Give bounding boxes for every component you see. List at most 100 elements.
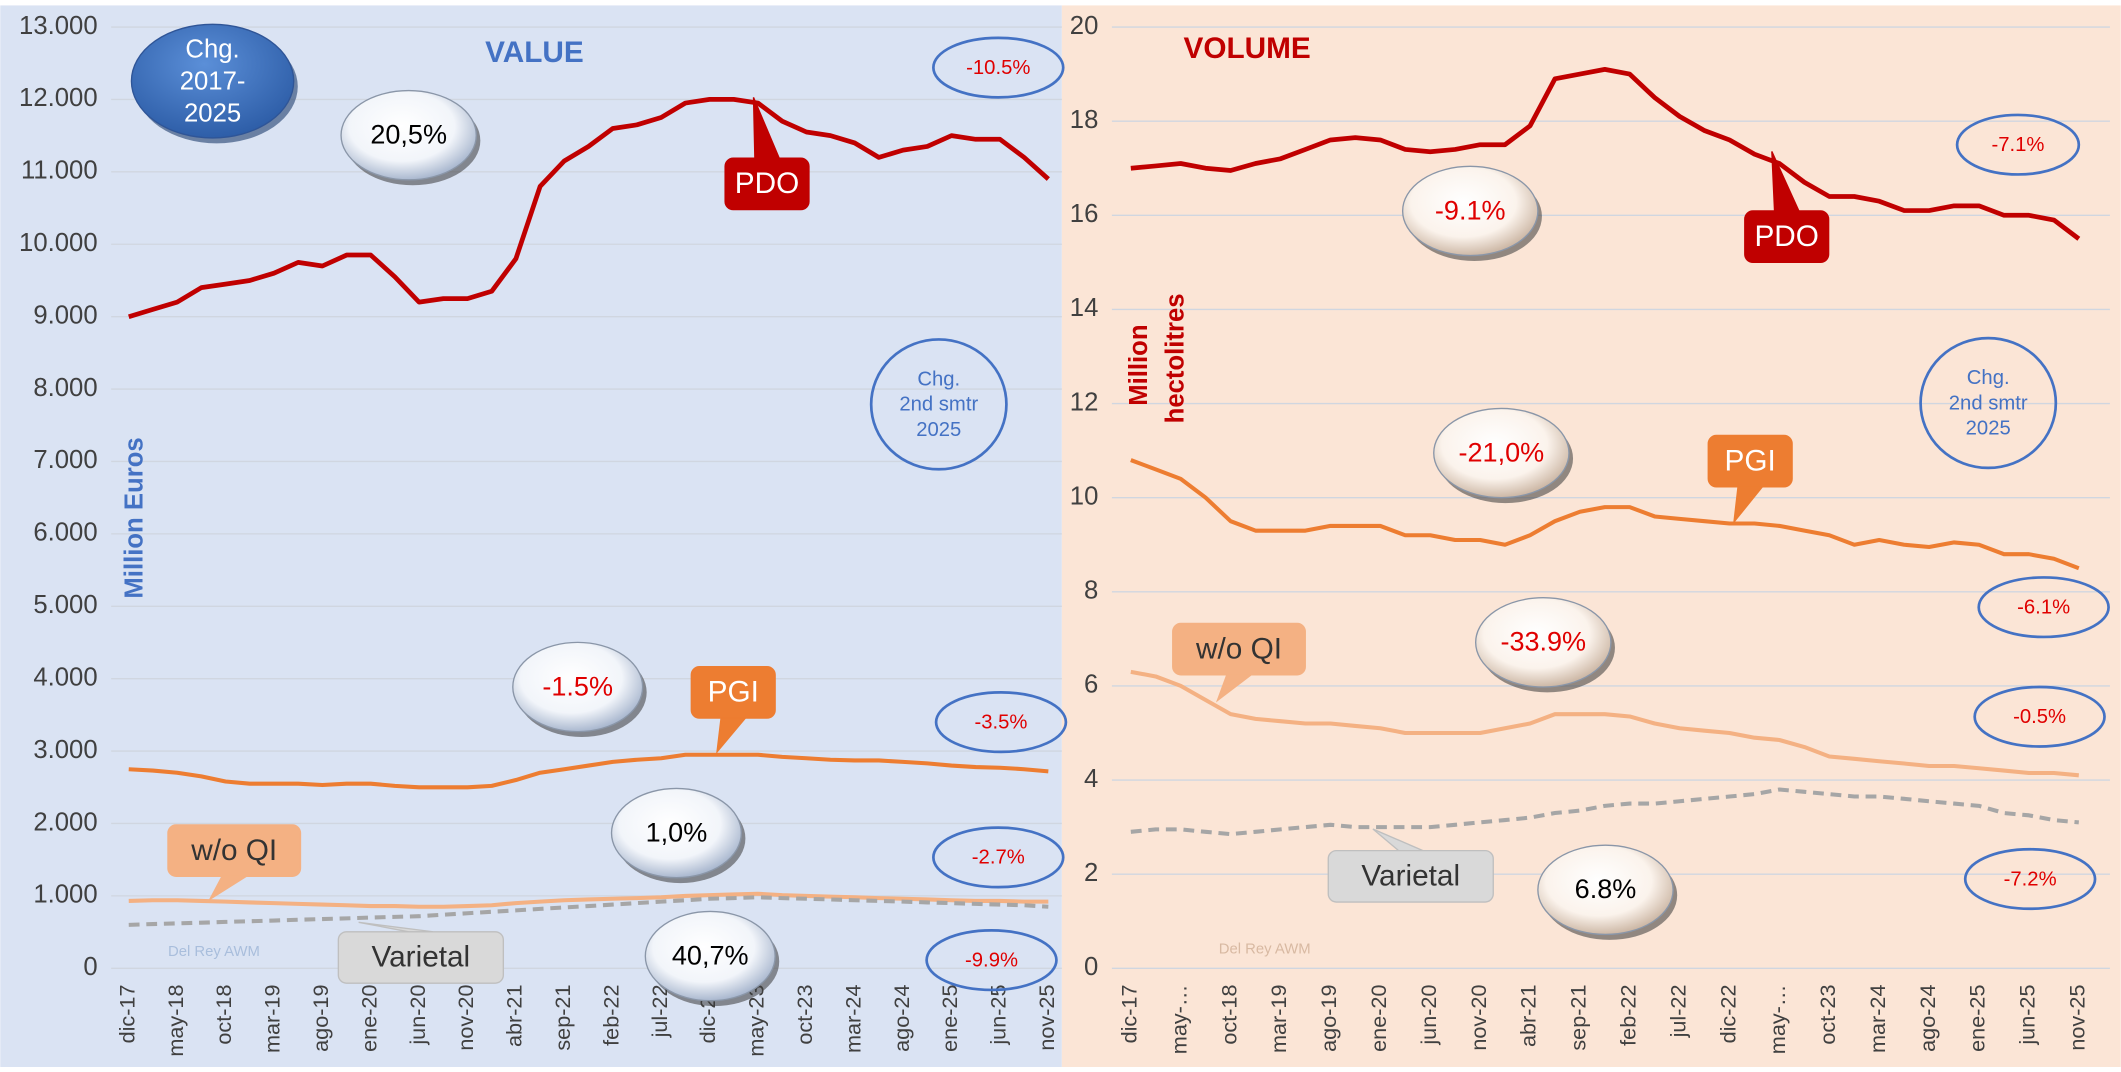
annotation: -33.9% [1500,627,1586,657]
outline-ellipse [932,826,1065,889]
x-tick-label: oct-18 [1216,985,1241,1045]
outline-ellipse [932,36,1065,99]
annotation: 40,7% [672,941,749,971]
annotation-line: Del Rey AWM [168,944,260,960]
outline-ellipse [1955,113,2081,176]
x-tick-label: mar-24 [840,985,865,1054]
callout-box [167,824,302,877]
y-tick-label: 0 [1084,953,1098,981]
annotation: -10.5% [966,57,1030,79]
x-tick-label: may-… [1765,985,1790,1055]
y-tick-label: 4.000 [33,663,97,691]
value-panel [0,5,1062,1067]
annotation-line: Chg. [1967,367,2010,389]
bubble [1401,165,1539,257]
annotation-line: -1.5% [542,671,613,701]
bubble [1537,844,1674,936]
y-tick-label: 10.000 [19,229,98,257]
x-tick-label: jul-22 [647,985,672,1039]
x-tick-label: jun-25 [986,985,1011,1046]
x-tick-label: jun-25 [2015,985,2040,1046]
x-tick-label: nov-25 [2065,985,2090,1051]
annotation-line: -3.5% [975,712,1028,734]
x-tick-label: dic-17 [114,985,139,1044]
annotation: -21,0% [1459,438,1545,468]
x-tick-label: jun-20 [1416,985,1441,1046]
series-line [1130,67,2081,241]
series-label: Varietal [372,941,471,974]
y-tick-label: 7.000 [33,446,97,474]
x-tick-label: abr-21 [502,985,527,1048]
y-tick-label: 1.000 [33,881,97,909]
y-tick-label: 8.000 [33,374,97,402]
annotation-line: -2.7% [972,847,1025,869]
y-tick-label: 4 [1084,765,1098,793]
annotation-line: 20,5% [370,120,447,150]
chart-title: VOLUME [1183,32,1310,65]
x-tick-label: may-18 [163,985,188,1057]
outline-ellipse [925,929,1058,992]
series-line [128,97,1050,319]
annotation-line: -9.9% [965,950,1018,972]
x-tick-label: ene-25 [1965,985,1990,1052]
series-label: Varietal [1361,860,1460,893]
x-tick-label: abr-21 [1516,985,1541,1048]
y-tick-label: 12 [1070,388,1099,416]
x-tick-label: oct-23 [1815,985,1840,1045]
chart-title: VALUE [485,36,584,69]
y-tick-label: 6.000 [33,519,97,547]
y-axis-label: Million [1125,324,1153,405]
y-tick-label: 2 [1084,859,1098,887]
annotation-line: Del Rey AWM [1219,941,1311,957]
x-tick-label: feb-22 [1615,985,1640,1046]
outline-ellipse [934,691,1068,754]
y-tick-label: 2.000 [33,808,97,836]
annotation: 1,0% [646,818,708,848]
outline-ellipse [1963,847,2097,911]
x-tick-label: ene-20 [1366,985,1391,1052]
annotation-line: 2025 [916,419,961,441]
bubble [340,89,477,181]
x-tick-label: nov-20 [453,985,478,1051]
annotation: Chg. 2nd smtr 2025 [899,369,978,442]
series-line [128,891,1049,909]
x-tick-label: mar-24 [1865,985,1890,1053]
bubble [1433,407,1570,499]
y-tick-label: 9.000 [33,301,97,329]
annotation-line: -9.1% [1435,195,1506,225]
series-label: w/o QI [190,834,277,867]
y-tick-label: 13.000 [19,12,98,40]
callout-box [690,666,776,719]
x-tick-label: ene-20 [356,985,381,1052]
annotation-line: Chg. [917,369,960,391]
x-tick-label: ago-19 [308,985,333,1052]
y-tick-label: 10 [1070,482,1099,510]
x-tick-label: ago-24 [889,985,914,1052]
outline-ellipse [1973,685,2106,748]
x-tick-label: ago-24 [1915,985,1940,1052]
outline-ellipse [1977,576,2110,639]
bubble [512,641,644,733]
y-axis-label: hectolitres [1162,293,1190,423]
y-tick-label: 20 [1070,12,1099,40]
y-tick-label: 16 [1070,200,1099,228]
annotation: Del Rey AWM [168,944,260,960]
x-tick-label: feb-22 [598,985,623,1046]
annotation: -7.2% [2004,869,2057,891]
x-tick-label: oct-23 [792,985,817,1045]
annotation: Del Rey AWM [1219,941,1311,957]
bubble [644,910,776,1002]
outline-ellipse [1919,336,2058,470]
x-tick-label: ene-25 [937,985,962,1052]
annotation: Chg. 2nd smtr 2025 [1949,367,2028,440]
y-tick-label: 14 [1070,294,1099,322]
x-tick-label: nov-25 [1034,985,1059,1051]
annotation: 6.8% [1575,874,1637,904]
series-line [1130,787,2080,837]
x-tick-label: nov-20 [1466,985,1491,1051]
annotation-line: -21,0% [1459,438,1545,468]
annotation-line: 2025 [1966,418,2011,440]
callout-box [337,931,505,984]
callout-box [1744,210,1830,264]
annotation: -1.5% [542,671,613,701]
